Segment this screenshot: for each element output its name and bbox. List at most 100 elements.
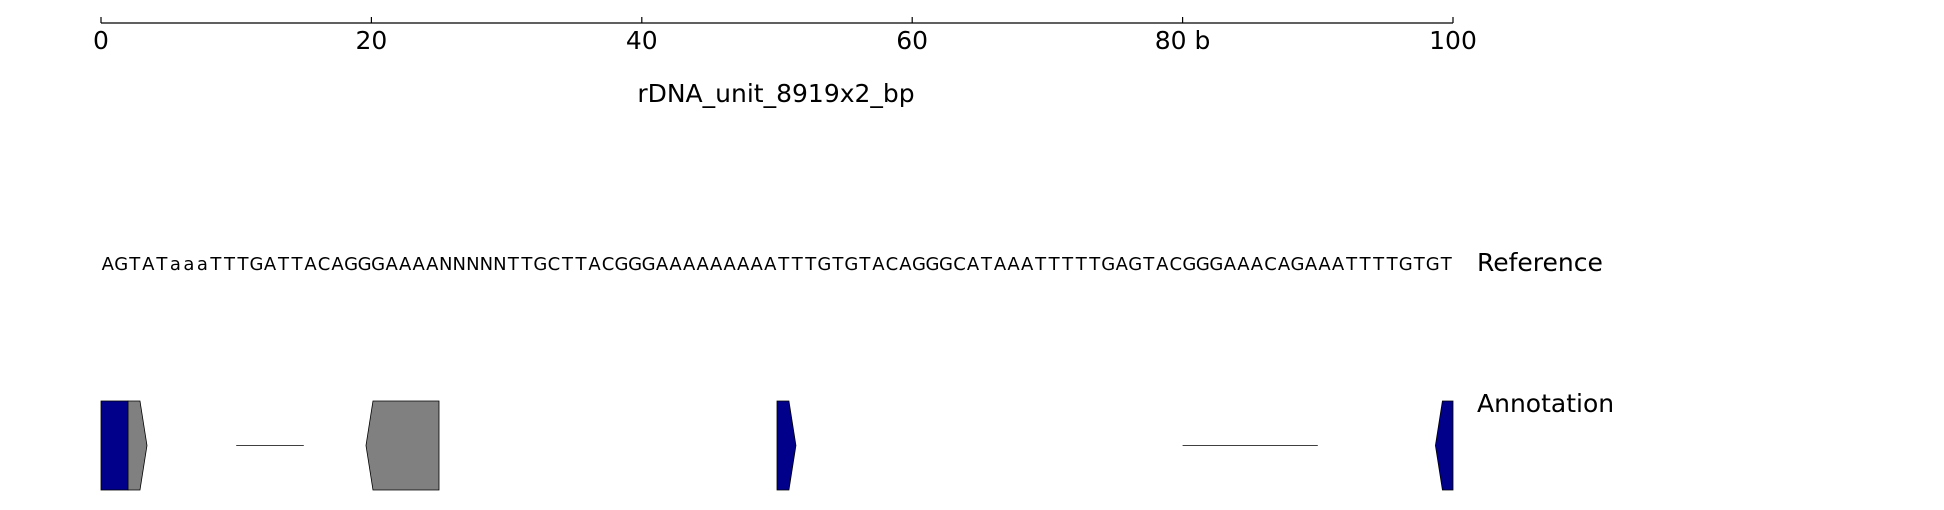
base: A [669,254,682,275]
base: G [1209,254,1223,275]
base: T [1034,254,1047,275]
base: A [899,254,912,275]
base: A [1332,254,1345,275]
base: G [1101,254,1115,275]
base: T [561,254,574,275]
base: G [1291,254,1305,275]
base: G [1182,254,1196,275]
base: A [737,254,750,275]
base: T [155,254,168,275]
base: G [533,254,547,275]
track-label: Reference [1477,248,1603,277]
base: A [967,254,980,275]
base: T [1413,254,1426,275]
base: A [1021,254,1034,275]
base: A [710,254,723,275]
base: A [696,254,709,275]
base: A [683,254,696,275]
base: A [426,254,439,275]
base: A [588,254,601,275]
base: C [318,254,331,275]
base: G [926,254,940,275]
base: T [209,254,222,275]
base: G [628,254,642,275]
base: A [304,254,317,275]
base: A [1251,254,1264,275]
base: T [291,254,304,275]
base: G [615,254,629,275]
base: N [480,254,493,275]
base: T [1372,254,1385,275]
x-tick-label: 20 [355,26,387,55]
base: A [1007,254,1020,275]
base: G [1426,254,1440,275]
base: T [574,254,587,275]
base: T [1075,254,1088,275]
base: A [872,254,885,275]
base: G [642,254,656,275]
base: T [804,254,817,275]
base: T [858,254,871,275]
base: G [1128,254,1142,275]
base: T [1359,254,1372,275]
base: C [1264,254,1277,275]
base: T [1088,254,1101,275]
x-tick-label: 100 [1429,26,1477,55]
base: C [886,254,899,275]
base: a [170,254,181,275]
feature-arrow [127,400,148,491]
base: G [114,254,128,275]
base: A [102,254,115,275]
feature [100,400,129,491]
base: A [1305,254,1318,275]
base: C [602,254,615,275]
base: N [466,254,479,275]
base: A [994,254,1007,275]
base: G [250,254,264,275]
x-tick-label: 80 b [1155,26,1211,55]
base: G [939,254,953,275]
base: N [439,254,452,275]
x-tick-label: 40 [626,26,658,55]
base: G [1399,254,1413,275]
base: A [1237,254,1250,275]
x-tick-label: 60 [896,26,928,55]
base: A [1156,254,1169,275]
base: N [453,254,466,275]
base: T [507,254,520,275]
base: T [277,254,290,275]
feature-arrow [365,400,440,491]
base: T [236,254,249,275]
base: A [399,254,412,275]
base: N [493,254,506,275]
base: a [197,254,208,275]
base: G [358,254,372,275]
base: A [331,254,344,275]
base: A [142,254,155,275]
base: A [724,254,737,275]
feature-arrow [776,400,797,491]
x-tick-label: 0 [93,26,109,55]
base: G [817,254,831,275]
base: T [520,254,533,275]
base: A [1224,254,1237,275]
base: G [1196,254,1210,275]
base: T [128,254,141,275]
base: T [1142,254,1155,275]
base: T [831,254,844,275]
base: T [1386,254,1399,275]
base: G [912,254,926,275]
base: A [386,254,399,275]
base: T [777,254,790,275]
base: A [751,254,764,275]
base: A [764,254,777,275]
base: A [264,254,277,275]
base: G [844,254,858,275]
base: G [344,254,358,275]
base: T [1345,254,1358,275]
base: T [791,254,804,275]
base: T [1440,254,1453,275]
base: C [548,254,561,275]
